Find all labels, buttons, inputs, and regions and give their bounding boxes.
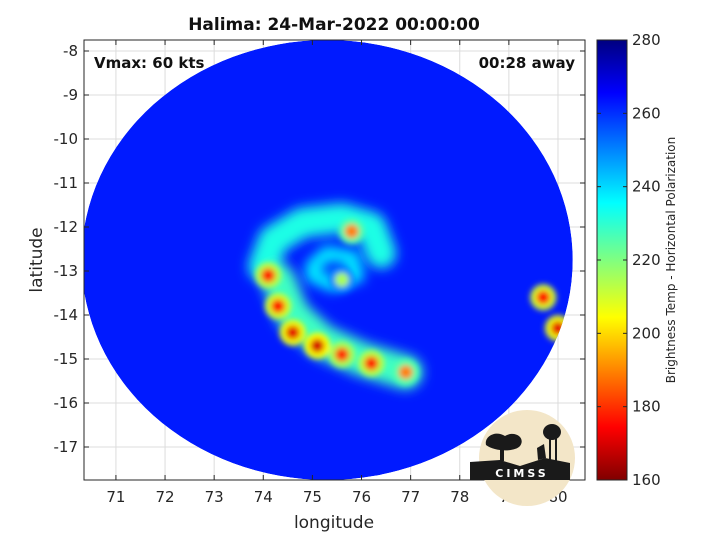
x-tick-label: 75 xyxy=(303,488,322,506)
y-axis-label: latitude xyxy=(27,227,47,292)
y-tick-label: -14 xyxy=(54,306,79,324)
colorbar-tick-label: 180 xyxy=(632,398,661,416)
x-tick-label: 72 xyxy=(155,488,174,506)
colorbar-gradient xyxy=(596,39,628,481)
cold-spot xyxy=(398,365,413,380)
cold-spot xyxy=(285,325,300,340)
cold-spot xyxy=(261,268,276,283)
y-tick-label: -10 xyxy=(54,130,79,148)
x-axis-label: longitude xyxy=(294,513,374,533)
cimss-logo: CIMSS xyxy=(470,410,575,506)
cold-spot xyxy=(310,338,325,353)
colorbar-tick-label: 200 xyxy=(632,324,661,342)
colorbar-tick-label: 220 xyxy=(632,251,661,269)
x-tick-label: 77 xyxy=(401,488,420,506)
y-tick-label: -15 xyxy=(54,350,79,368)
x-tick-label: 73 xyxy=(205,488,224,506)
y-tick-label: -12 xyxy=(54,218,79,236)
colorbar-tick-label: 240 xyxy=(632,178,661,196)
cold-spot xyxy=(334,347,349,362)
colorbar: 280 260 240 220 200 180 160 Brightness Temp - … xyxy=(596,31,678,489)
logo-text: CIMSS xyxy=(495,467,548,480)
cold-spot xyxy=(271,299,286,314)
time-away-annotation: 00:28 away xyxy=(479,54,576,72)
y-axis-ticks: -8 -9 -10 -11 -12 -13 -14 -15 -16 -17 xyxy=(54,42,585,456)
y-tick-label: -13 xyxy=(54,262,79,280)
x-tick-label: 71 xyxy=(106,488,125,506)
cold-spot xyxy=(364,356,379,371)
plot-area: 71727374757677787980 -8-9-10-11-12-13-14… xyxy=(54,39,586,506)
colorbar-tick-label: 280 xyxy=(632,31,661,49)
y-tick-label: -8 xyxy=(63,42,78,60)
colorbar-tick-label: 260 xyxy=(632,104,661,122)
x-tick-label: 74 xyxy=(254,488,273,506)
y-tick-label: -17 xyxy=(54,438,79,456)
chart-title: Halima: 24-Mar-2022 00:00:00 xyxy=(188,15,480,35)
x-tick-label: 78 xyxy=(450,488,469,506)
y-tick-label: -11 xyxy=(54,174,79,192)
y-tick-label: -9 xyxy=(63,86,78,104)
colorbar-label: Brightness Temp - Horizontal Polarizatio… xyxy=(664,137,678,384)
y-tick-label: -16 xyxy=(54,394,79,412)
rainband-path xyxy=(248,203,397,282)
colorbar-tick-label: 160 xyxy=(632,471,661,489)
plot-frame xyxy=(83,39,586,481)
vmax-annotation: Vmax: 60 kts xyxy=(94,54,204,72)
cold-spot xyxy=(536,290,551,305)
cold-spot xyxy=(334,272,349,287)
brightness-temp-swath xyxy=(84,40,573,480)
eye-ring xyxy=(305,245,366,292)
cold-spots xyxy=(255,218,571,386)
colorbar-ticks: 280 260 240 220 200 180 160 xyxy=(597,31,661,489)
cold-spot xyxy=(344,224,359,239)
x-tick-label: 76 xyxy=(352,488,371,506)
